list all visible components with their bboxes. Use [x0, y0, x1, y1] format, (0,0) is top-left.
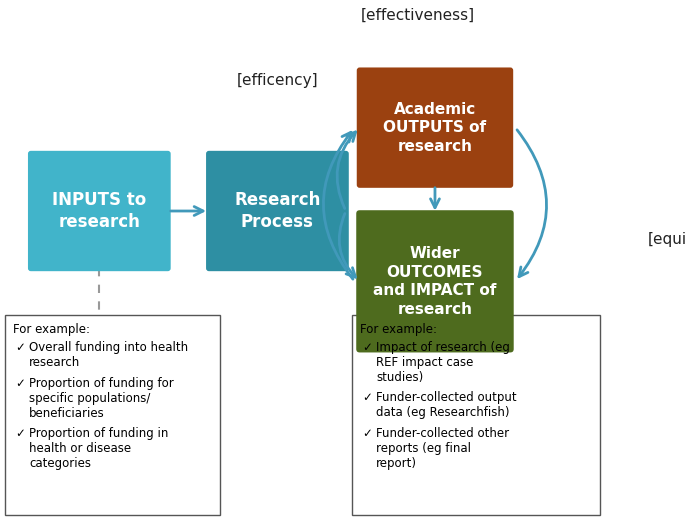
Text: [equity]: [equity]: [647, 232, 685, 247]
Text: Academic
OUTPUTS of
research: Academic OUTPUTS of research: [384, 102, 486, 154]
Bar: [5, 315, 220, 515]
Text: ✓: ✓: [362, 341, 372, 354]
Text: Impact of research (eg
REF impact case
studies): Impact of research (eg REF impact case s…: [376, 341, 510, 384]
Text: Proportion of funding for
specific populations/
beneficiaries: Proportion of funding for specific popul…: [29, 377, 174, 420]
Text: For example:: For example:: [360, 323, 437, 336]
FancyBboxPatch shape: [28, 151, 171, 271]
Text: Funder-collected output
data (eg Researchfish): Funder-collected output data (eg Researc…: [376, 391, 516, 419]
FancyBboxPatch shape: [356, 210, 514, 353]
Text: INPUTS to
research: INPUTS to research: [52, 191, 147, 231]
Text: [effectiveness]: [effectiveness]: [361, 8, 475, 23]
Bar: [352, 315, 600, 515]
Text: ✓: ✓: [15, 427, 25, 440]
Text: ✓: ✓: [15, 377, 25, 390]
Text: [efficency]: [efficency]: [236, 73, 319, 88]
Text: ✓: ✓: [15, 341, 25, 354]
Text: ✓: ✓: [362, 427, 372, 440]
Text: Wider
OUTCOMES
and IMPACT of
research: Wider OUTCOMES and IMPACT of research: [373, 246, 497, 317]
Text: ✓: ✓: [362, 391, 372, 404]
Text: Funder-collected other
reports (eg final
report): Funder-collected other reports (eg final…: [376, 427, 509, 470]
FancyBboxPatch shape: [206, 151, 349, 271]
FancyBboxPatch shape: [357, 67, 513, 188]
Text: For example:: For example:: [13, 323, 90, 336]
Text: Overall funding into health
research: Overall funding into health research: [29, 341, 188, 369]
Text: Research
Process: Research Process: [234, 191, 321, 231]
Text: Proportion of funding in
health or disease
categories: Proportion of funding in health or disea…: [29, 427, 169, 470]
